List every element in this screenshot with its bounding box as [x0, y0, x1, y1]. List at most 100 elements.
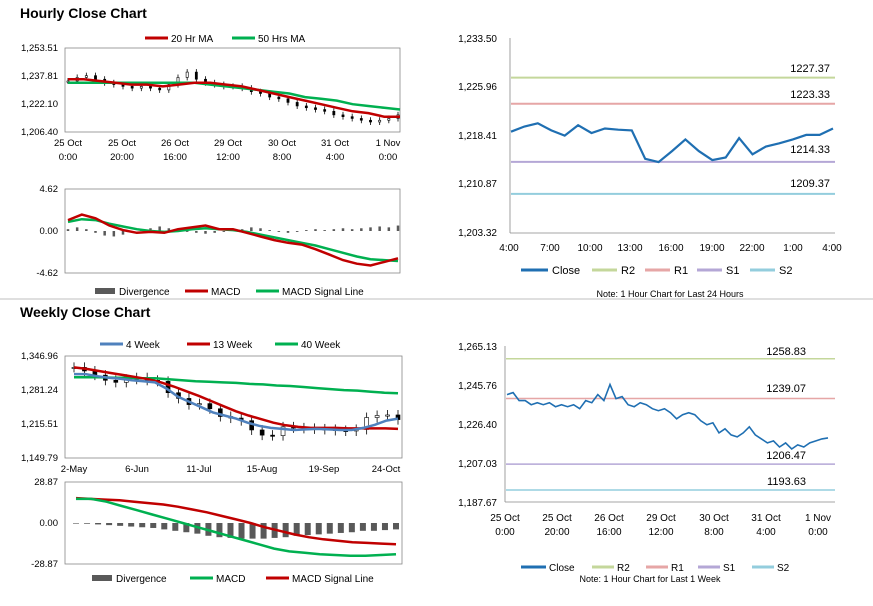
hourly-macd-panel: 4.62 0.00 -4.62 Divergence MACD MACD Sig… [36, 184, 401, 298]
series-line-50hrs-ma [68, 81, 401, 111]
legend-13-week: 13 Week [213, 340, 253, 351]
y-tick: 28.87 [34, 477, 58, 488]
x-tick: 6-Jun [125, 464, 149, 475]
candle-body [387, 118, 391, 121]
weekly-candles-panel: 4 Week 13 Week 40 Week 1,346.96 1,281.24… [21, 340, 403, 475]
x-tick-date: 25 Oct [54, 138, 82, 149]
weekly-x-ticks: 2-May 6-Jun 11-Jul 15-Aug 19-Sep 24-Oct [61, 464, 401, 475]
divergence-bar [128, 523, 135, 527]
legend-macd-signal-line: MACD Signal Line [282, 287, 364, 298]
x-tick-date: 31 Oct [751, 513, 781, 524]
candle-body [295, 102, 299, 107]
divergence-bar [84, 523, 91, 524]
x-tick: 11-Jul [186, 464, 211, 475]
divergence-bar [260, 523, 267, 539]
divergence-bar [216, 523, 223, 538]
legend-r2: R2 [621, 265, 635, 277]
weekly-candles-legend: 4 Week 13 Week 40 Week [100, 340, 341, 351]
divergence-bar [158, 226, 161, 231]
divergence-bar [360, 228, 363, 231]
level-label-s1: 1206.47 [766, 450, 806, 462]
x-tick-time: 16:00 [596, 527, 621, 538]
divergence-bar [213, 231, 216, 233]
x-tick: 4:00 [499, 243, 519, 254]
candle-body [139, 86, 143, 89]
x-tick-date: 1 Nov [376, 138, 401, 149]
x-tick-date: 31 Oct [321, 138, 349, 149]
y-tick: 1,281.24 [21, 385, 58, 396]
x-tick: 4:00 [822, 243, 842, 254]
series-line-macd [76, 497, 397, 557]
hourly-candles-legend: 20 Hr MA 50 Hrs MA [145, 34, 306, 45]
candle-body [207, 403, 213, 410]
series-line-4-week [74, 372, 399, 432]
legend-swatch-divergence [92, 575, 112, 581]
legend-divergence: Divergence [119, 287, 170, 298]
divergence-bar [66, 229, 70, 231]
y-tick: 1,149.79 [21, 453, 58, 464]
divergence-bar [167, 228, 171, 231]
legend-s1: S1 [723, 563, 736, 574]
legend-macd: MACD [216, 574, 245, 585]
legend-s1: S1 [726, 265, 739, 277]
weekly-levels-panel: 1,265.13 1,245.76 1,226.40 1,207.03 1,18… [458, 342, 835, 584]
y-tick: 1,265.13 [458, 342, 497, 353]
divergence-bar [75, 227, 79, 231]
weekly-candles-plot-frame [64, 355, 403, 459]
y-tick: 0.00 [40, 518, 59, 529]
divergence-bar [112, 231, 116, 237]
series-line-macd [67, 213, 399, 267]
candle-body [280, 426, 286, 436]
x-tick-time: 4:00 [326, 152, 345, 163]
y-tick: 1,222.10 [21, 99, 58, 110]
divergence-bar [95, 523, 102, 525]
hourly-candles-plot-frame [64, 47, 401, 133]
x-tick: 1:00 [783, 243, 803, 254]
divergence-bar [238, 523, 245, 539]
y-tick: 1,346.96 [21, 351, 58, 362]
y-tick: 0.00 [40, 226, 59, 237]
divergence-bar [222, 231, 226, 232]
level-label-r1: 1239.07 [766, 383, 806, 395]
hourly-levels-x-ticks: 4:00 7:00 10:00 13:00 16:00 19:00 22:00 … [499, 243, 842, 254]
candle-body [185, 71, 189, 78]
legend-s2: S2 [779, 265, 792, 277]
divergence-bar [204, 231, 207, 234]
legend-20hr-ma: 20 Hr MA [171, 34, 214, 45]
weekly-macd-legend: Divergence MACD MACD Signal Line [92, 574, 374, 585]
divergence-bar [350, 229, 354, 231]
x-tick: 7:00 [540, 243, 560, 254]
x-tick-date: 26 Oct [161, 138, 189, 149]
series-line-20hr-ma [68, 77, 400, 118]
x-tick-date: 1 Nov [805, 513, 831, 524]
divergence-bar [149, 228, 152, 231]
y-tick: 1,215.51 [21, 419, 58, 430]
series-line-13-week [73, 366, 399, 431]
divergence-bar [370, 523, 377, 531]
divergence-bar [185, 231, 189, 232]
x-tick-date: 26 Oct [594, 513, 624, 524]
hourly-macd-legend: Divergence MACD MACD Signal Line [95, 287, 364, 298]
level-label-s2: 1193.63 [767, 476, 806, 488]
candle-body [304, 105, 308, 109]
legend-50hrs-ma: 50 Hrs MA [258, 34, 306, 45]
candle-body [314, 107, 317, 110]
divergence-bar [314, 229, 317, 231]
candle-body [350, 116, 354, 119]
y-tick: 1,206.40 [21, 127, 58, 138]
weekly-title: Weekly Close Chart [20, 304, 151, 320]
hourly-levels-panel: 1,233.50 1,225.96 1,218.41 1,210.87 1,20… [458, 34, 842, 299]
x-tick: 2-May [61, 464, 88, 475]
x-tick-time: 16:00 [163, 152, 187, 163]
x-tick: 16:00 [658, 243, 683, 254]
candle-body [158, 87, 162, 91]
y-tick: 1,245.76 [458, 381, 497, 392]
candle-body [194, 71, 198, 80]
series-line-close [506, 382, 829, 451]
weekly-levels-legend: Close R2 R1 S1 S2 [521, 563, 790, 574]
x-tick-time: 20:00 [544, 527, 569, 538]
level-label-r2: 1227.37 [790, 63, 830, 75]
x-tick: 24-Oct [372, 464, 401, 475]
